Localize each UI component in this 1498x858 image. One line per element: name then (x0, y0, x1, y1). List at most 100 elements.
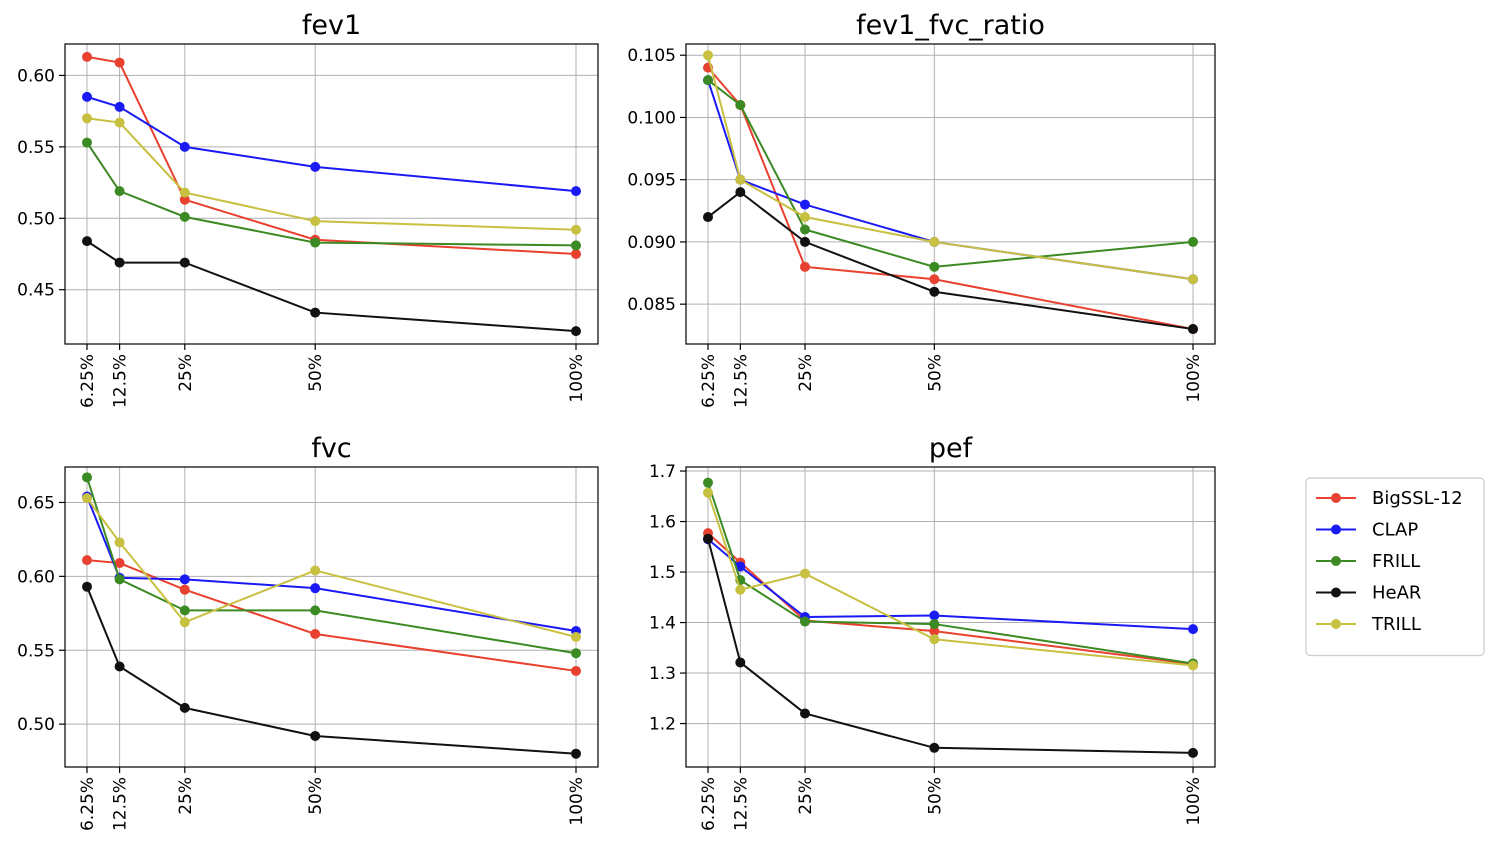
data-point (929, 286, 940, 297)
x-tick-label: 12.5% (111, 777, 131, 831)
y-tick-label: 0.105 (627, 46, 676, 66)
data-point (929, 610, 940, 621)
series-line (86, 496, 577, 633)
data-point (703, 487, 713, 498)
legend-box (1305, 477, 1485, 657)
x-tick-label: 100% (567, 777, 587, 826)
legend-marker (1331, 493, 1341, 503)
data-point (929, 634, 940, 645)
data-point (82, 91, 92, 102)
data-point (114, 558, 125, 569)
x-tick-label: 6.25% (78, 354, 98, 408)
series-line (707, 538, 1194, 631)
data-point (735, 187, 746, 198)
data-point (310, 216, 321, 227)
y-tick-label: 0.095 (627, 171, 676, 191)
data-point (735, 561, 746, 572)
y-tick-label: 1.6 (649, 513, 676, 533)
data-point (703, 533, 713, 544)
x-tick-label: 6.25% (699, 354, 719, 408)
subplot-fev1: 0.45 0.50 0.55 0.60 6.25% 12.5% 25% 50% 100% fev1 (17, 10, 599, 408)
y-tick-label: 0.085 (627, 295, 676, 315)
x-tick-label: 100% (567, 354, 587, 403)
data-point (929, 261, 940, 272)
series-frill (703, 477, 1198, 669)
data-point (82, 581, 92, 592)
data-point (114, 101, 125, 112)
axes-frame (685, 43, 1216, 345)
data-point (800, 212, 810, 223)
legend-entry-bigssl-12: BigSSL-12 (1316, 488, 1463, 509)
series-frill (703, 75, 1198, 272)
data-point (82, 137, 92, 148)
legend-label: CLAP (1372, 520, 1418, 541)
series-trill (703, 487, 1198, 671)
x-tick-label: 25% (176, 354, 196, 392)
data-point (114, 186, 125, 197)
data-point (114, 57, 125, 68)
x-tick-label: 50% (306, 777, 326, 815)
series-frill (82, 472, 581, 659)
data-point (82, 236, 92, 247)
y-tick-label: 0.50 (17, 715, 55, 735)
data-point (310, 565, 321, 576)
data-point (82, 555, 92, 566)
data-point (571, 748, 581, 759)
series-line (707, 492, 1194, 667)
series-frill (82, 137, 581, 251)
data-point (179, 584, 190, 595)
series-line (707, 482, 1194, 665)
x-tick-label: 12.5% (111, 354, 131, 408)
data-point (703, 212, 713, 223)
data-point (800, 199, 810, 210)
data-point (703, 75, 713, 86)
subplot-fvc: 0.50 0.55 0.60 0.65 6.25% 12.5% 25% 50% 100% fvc (17, 433, 599, 831)
legend-entry-hear: HeAR (1316, 583, 1421, 604)
data-point (179, 194, 190, 205)
y-tick-label: 0.55 (17, 138, 55, 158)
data-point (571, 240, 581, 251)
data-point (114, 257, 125, 268)
data-point (82, 51, 92, 62)
data-point (114, 537, 125, 548)
legend-label: HeAR (1372, 583, 1421, 604)
series-line (707, 79, 1194, 268)
x-tick-label: 6.25% (699, 777, 719, 831)
data-point (179, 187, 190, 198)
legend-entry-frill: FRILL (1316, 551, 1420, 572)
data-point (179, 617, 190, 628)
series-hear (703, 187, 1198, 335)
data-point (800, 224, 810, 235)
y-tick-label: 1.7 (649, 462, 676, 482)
data-point (800, 261, 810, 272)
data-point (310, 605, 321, 616)
x-tick-label: 50% (925, 354, 945, 392)
data-point (571, 665, 581, 676)
data-point (800, 236, 810, 247)
y-tick-label: 0.65 (17, 493, 55, 513)
data-point (571, 326, 581, 337)
y-tick-label: 0.100 (627, 108, 676, 128)
data-point (800, 708, 810, 719)
axes-frame (685, 466, 1216, 768)
x-tick-label: 12.5% (731, 354, 751, 408)
data-point (571, 648, 581, 659)
data-point (1188, 236, 1198, 247)
series-clap (703, 534, 1198, 635)
series-bigssl-12 (82, 555, 581, 676)
data-point (179, 141, 190, 152)
subplot-title: fev1_fvc_ratio (856, 10, 1045, 41)
series-clap (82, 491, 581, 637)
series-hear (703, 533, 1198, 758)
data-point (800, 568, 810, 579)
data-point (82, 113, 92, 124)
series-clap (82, 91, 581, 197)
legend: BigSSL-12 CLAP FRILL HeAR TRILL (1305, 477, 1485, 657)
data-point (1188, 624, 1198, 635)
series-line (86, 477, 577, 655)
series-line (86, 55, 577, 255)
x-tick-label: 50% (925, 777, 945, 815)
data-point (310, 161, 321, 172)
x-tick-label: 100% (1184, 354, 1204, 403)
series-line (86, 95, 577, 193)
